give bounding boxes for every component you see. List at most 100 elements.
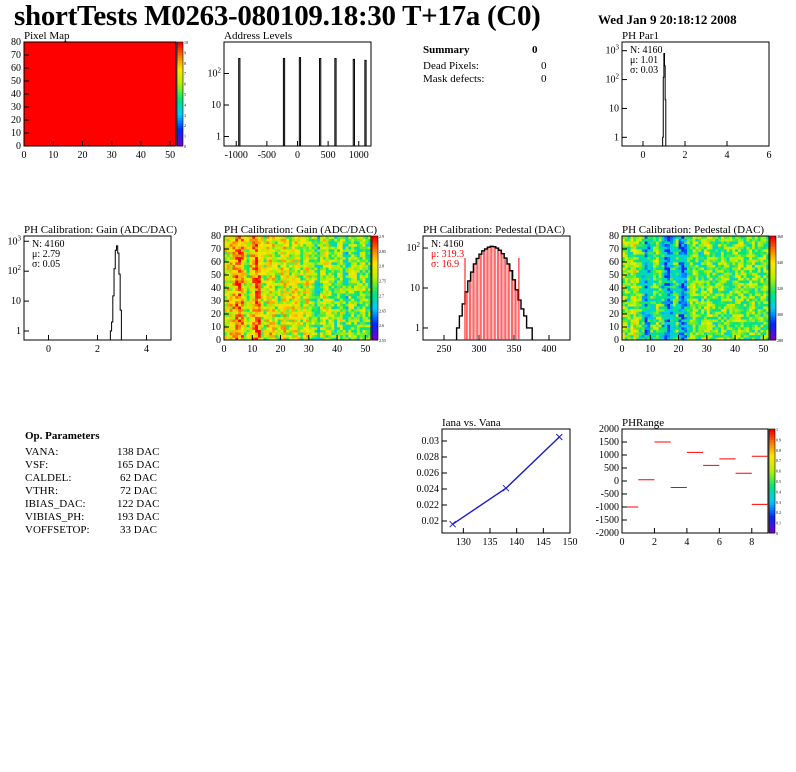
heatmap-cell bbox=[277, 308, 281, 312]
op-param-name: CALDEL: bbox=[25, 472, 72, 484]
heatmap-cell bbox=[709, 290, 713, 294]
heatmap-cell bbox=[732, 298, 736, 302]
heatmap-cell bbox=[641, 277, 645, 281]
heatmap-cell bbox=[735, 243, 739, 247]
heatmap-cell bbox=[249, 327, 253, 330]
heatmap-cell bbox=[752, 303, 756, 307]
heatmap-cell bbox=[737, 272, 742, 276]
heatmap-cell bbox=[689, 243, 693, 247]
heatmap-cell bbox=[684, 337, 688, 341]
heatmap-cell bbox=[235, 280, 239, 284]
heatmap-cell bbox=[291, 314, 295, 317]
heatmap-cell bbox=[303, 295, 307, 299]
heatmap-cell bbox=[331, 269, 335, 273]
heatmap-cell bbox=[664, 319, 668, 323]
heatmap-cell bbox=[709, 332, 713, 336]
heatmap-cell bbox=[260, 272, 264, 276]
heatmap-cell bbox=[289, 301, 293, 304]
heatmap-cell bbox=[709, 301, 713, 304]
heatmap-cell bbox=[709, 238, 713, 242]
heatmap-cell bbox=[687, 332, 691, 336]
heatmap-cell bbox=[670, 306, 674, 310]
heatmap-cell bbox=[260, 241, 264, 245]
heatmap-cell bbox=[754, 334, 758, 338]
heatmap-cell bbox=[712, 243, 716, 247]
heatmap-cell bbox=[325, 241, 329, 245]
heatmap-cell bbox=[740, 272, 744, 276]
heatmap-cell bbox=[636, 277, 640, 281]
heatmap-cell bbox=[255, 277, 259, 281]
heatmap-cell bbox=[238, 295, 242, 299]
heatmap-cell bbox=[325, 243, 329, 247]
ph-range-palette-label: 0.8 bbox=[776, 448, 781, 453]
heatmap-cell bbox=[675, 246, 679, 250]
ph-range-palette-label: 0.5 bbox=[776, 479, 781, 484]
heatmap-cell bbox=[712, 332, 716, 336]
heatmap-cell bbox=[667, 262, 671, 265]
heatmap-cell bbox=[286, 285, 290, 289]
heatmap-cell bbox=[667, 295, 671, 299]
heatmap-cell bbox=[687, 282, 691, 286]
heatmap-cell bbox=[746, 241, 750, 245]
heatmap-cell bbox=[695, 324, 699, 328]
heatmap-cell bbox=[339, 298, 344, 302]
heatmap-cell bbox=[305, 282, 310, 286]
heatmap-cell bbox=[701, 308, 705, 312]
heatmap-cell bbox=[351, 254, 355, 258]
heatmap-cell bbox=[280, 282, 284, 286]
heatmap-cell bbox=[342, 329, 346, 333]
heatmap-cell bbox=[692, 306, 696, 310]
heatmap-cell bbox=[740, 295, 744, 299]
heatmap-cell bbox=[664, 295, 668, 299]
heatmap-cell bbox=[740, 324, 744, 328]
heatmap-cell bbox=[229, 306, 233, 310]
heatmap-cell bbox=[249, 303, 253, 307]
heatmap-cell bbox=[689, 285, 693, 289]
heatmap-cell bbox=[678, 267, 682, 271]
heatmap-cell bbox=[763, 327, 767, 330]
heatmap-cell bbox=[297, 316, 301, 320]
heatmap-cell bbox=[672, 282, 677, 286]
heatmap-cell bbox=[356, 275, 360, 278]
heatmap-cell bbox=[661, 280, 665, 284]
heatmap-cell bbox=[260, 321, 264, 325]
heatmap-cell bbox=[644, 236, 648, 239]
heatmap-cell bbox=[249, 319, 253, 323]
heatmap-cell bbox=[715, 256, 719, 260]
heatmap-cell bbox=[732, 288, 736, 291]
heatmap-cell bbox=[766, 251, 770, 255]
heatmap-cell bbox=[692, 275, 696, 278]
heatmap-cell bbox=[300, 282, 304, 286]
heatmap-cell bbox=[300, 327, 304, 330]
heatmap-cell bbox=[317, 288, 321, 291]
heatmap-cell bbox=[229, 280, 233, 284]
heatmap-cell bbox=[257, 264, 262, 268]
heatmap-cell bbox=[658, 254, 662, 258]
heatmap-cell bbox=[698, 256, 702, 260]
heatmap-cell bbox=[342, 303, 346, 307]
pixel-map-palette-swatch bbox=[177, 49, 183, 53]
heatmap-cell bbox=[641, 275, 645, 278]
heatmap-cell bbox=[365, 293, 369, 297]
heatmap-cell bbox=[740, 243, 744, 247]
x-tick-label: 145 bbox=[536, 537, 551, 548]
ph-gain-map-palette-swatch bbox=[372, 241, 378, 245]
heatmap-cell bbox=[325, 301, 329, 304]
heatmap-cell bbox=[272, 267, 276, 271]
ph-pedestal-map-palette-swatch bbox=[770, 329, 776, 333]
heatmap-cell bbox=[243, 327, 247, 330]
heatmap-cell bbox=[356, 314, 360, 317]
heatmap-cell bbox=[729, 290, 733, 294]
ph-range-palette-swatch bbox=[769, 486, 775, 490]
heatmap-cell bbox=[331, 256, 335, 260]
heatmap-cell bbox=[235, 311, 239, 315]
heatmap-cell bbox=[243, 280, 247, 284]
heatmap-cell bbox=[746, 236, 750, 239]
heatmap-cell bbox=[622, 295, 626, 299]
heatmap-cell bbox=[229, 337, 233, 341]
heatmap-cell bbox=[760, 298, 764, 302]
heatmap-cell bbox=[365, 249, 369, 252]
heatmap-cell bbox=[726, 288, 730, 291]
heatmap-cell bbox=[664, 238, 668, 242]
heatmap-cell bbox=[636, 269, 640, 273]
